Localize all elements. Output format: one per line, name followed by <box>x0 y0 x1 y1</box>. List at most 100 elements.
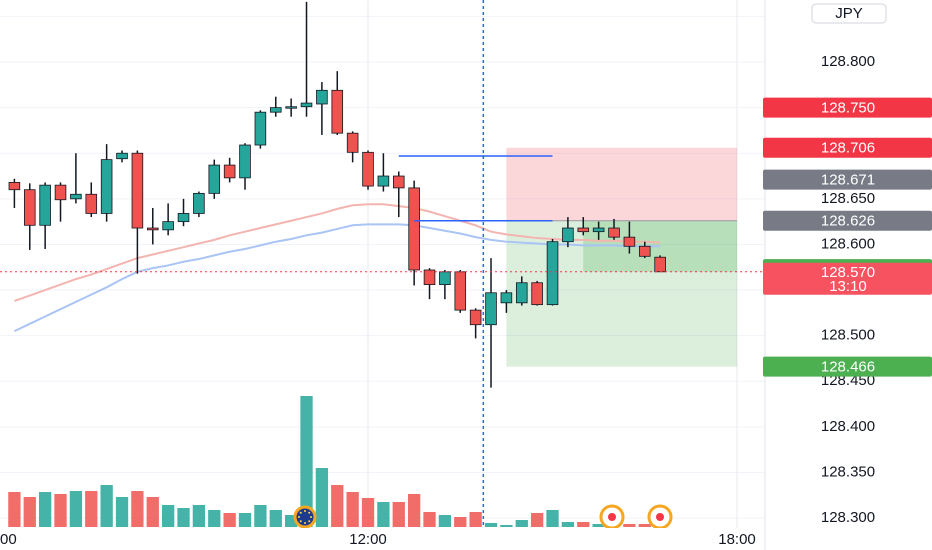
volume-bar <box>38 492 52 527</box>
price-tag <box>763 169 932 190</box>
currency-button[interactable] <box>811 3 887 24</box>
candle-body <box>469 309 482 326</box>
volume-bar <box>69 491 83 527</box>
candle-body <box>285 106 297 109</box>
price-tag-label: 128.466 <box>821 359 875 376</box>
candle-body <box>39 184 51 226</box>
volume-bar <box>8 492 21 527</box>
candle-body <box>162 221 174 231</box>
candle-body <box>439 271 451 285</box>
countdown-label: 13:10 <box>829 278 867 295</box>
price-tag-label: 128.671 <box>821 172 875 189</box>
volume-bar <box>377 502 390 527</box>
volume-bar <box>115 497 129 527</box>
volume-bar <box>146 497 159 527</box>
volume-bar <box>192 505 206 527</box>
event-icon-dot <box>608 513 616 521</box>
price-tag <box>763 210 932 231</box>
candle-body <box>100 159 113 214</box>
candle-body <box>54 184 67 201</box>
event-icon <box>293 505 317 528</box>
candle-body <box>392 175 405 189</box>
volume-bar <box>254 505 267 527</box>
volume-bar <box>300 396 313 527</box>
candle-body <box>638 245 651 257</box>
volume-bar <box>223 513 236 527</box>
event-icon-star <box>308 520 311 523</box>
volume-bar <box>85 491 98 527</box>
candle-body <box>193 192 205 214</box>
event-icon-star <box>310 516 312 518</box>
volume-bar <box>423 512 436 527</box>
y-tick-label: 128.400 <box>821 418 875 435</box>
candle-body <box>346 132 359 153</box>
candle-body <box>116 152 128 160</box>
candle-body <box>577 227 590 233</box>
candle-body <box>408 187 420 271</box>
event-icon-star <box>298 516 300 518</box>
price-tag-label: 128.750 <box>821 100 875 117</box>
candle-body <box>23 189 36 226</box>
current-price-tag <box>763 262 932 295</box>
candle-body <box>546 241 559 306</box>
stop-zone <box>506 147 738 221</box>
volume-bar <box>515 520 528 527</box>
y-tick-label: 128.600 <box>821 235 875 252</box>
candle-body <box>223 164 236 179</box>
y-tick-label: 128.500 <box>821 327 875 344</box>
y-tick-label: 128.300 <box>821 509 875 526</box>
candle-body <box>331 89 344 134</box>
candle-body <box>85 193 98 214</box>
axis-area: 128.300128.350128.400128.450128.500128.5… <box>763 0 932 550</box>
volume-bar <box>546 510 559 527</box>
candle-body <box>316 89 328 105</box>
volume-bar <box>623 524 636 527</box>
x-tick-label: 00 <box>0 531 17 548</box>
candle-body <box>377 175 390 187</box>
volume-bar <box>500 525 513 527</box>
volume-bar <box>407 494 421 527</box>
plot-area <box>0 0 765 528</box>
candle-body <box>8 182 21 191</box>
price-tag <box>763 97 932 118</box>
volume-bar <box>269 510 282 527</box>
volume-bar <box>315 468 329 527</box>
event-icon-star <box>308 511 311 514</box>
candle-body <box>131 152 144 229</box>
volume-bar <box>23 497 36 527</box>
volume-bar <box>577 522 590 527</box>
candle-body <box>515 282 528 304</box>
event-icon-star <box>299 520 302 523</box>
candle-body <box>254 111 267 146</box>
candle-body <box>654 256 666 273</box>
currency-label[interactable]: JPY <box>835 5 863 22</box>
volume-bar <box>331 485 344 527</box>
volume-bar <box>238 513 252 527</box>
volume-bar <box>161 505 175 527</box>
x-tick-label: 12:00 <box>349 531 387 548</box>
volume-bar <box>346 492 359 527</box>
candle-body <box>177 213 190 223</box>
current-price-label: 128.570 <box>821 264 875 281</box>
volume-bar <box>469 512 482 527</box>
candle-body <box>362 151 374 187</box>
volume-bar <box>530 513 544 527</box>
candle-body <box>608 227 620 238</box>
event-icon-star <box>299 511 302 514</box>
candle-body <box>500 292 513 304</box>
volume-bar <box>177 508 190 527</box>
price-tag <box>763 137 932 158</box>
volume-bar <box>484 523 498 527</box>
y-tick-label: 128.650 <box>821 190 875 207</box>
volume-bar <box>638 524 651 527</box>
volume-bar <box>392 502 405 527</box>
price-tag-label: 128.626 <box>821 213 875 230</box>
volume-bar <box>561 522 575 527</box>
candle-body <box>208 164 221 194</box>
event-icon-dot <box>656 513 664 521</box>
candle-body <box>531 282 543 306</box>
volume-bar <box>592 524 605 527</box>
volume-bar <box>454 517 467 527</box>
candle-body <box>592 227 605 233</box>
